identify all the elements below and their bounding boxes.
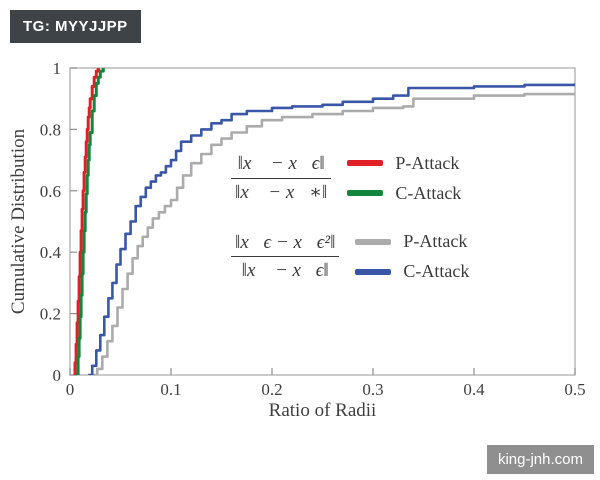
fraction-1-denominator: ‖x⃗ − x⃗∗‖ (235, 181, 328, 203)
series-curve-2 (92, 92, 575, 375)
legend-label: P-Attack (395, 152, 460, 173)
x-tick-label: 0.4 (463, 380, 485, 399)
legend-fraction-1: ‖x⃗ − x⃗ϵ‖ ‖x⃗ − x⃗∗‖ (231, 152, 332, 205)
curves-group (73, 68, 575, 375)
fraction-1-numerator: ‖x⃗ − x⃗ϵ‖ (231, 152, 332, 179)
legend-label: C-Attack (403, 261, 470, 282)
watermark: king-jnh.com (486, 445, 594, 474)
y-tick-label: 0.8 (40, 120, 61, 139)
legend-fraction-2: ‖x⃗ϵ − x⃗ϵ²‖ ‖x⃗ − x⃗ϵ‖ (231, 231, 340, 284)
legend-label: P-Attack (403, 231, 468, 252)
y-tick-label: 0.2 (40, 305, 61, 324)
legend-entry-c-attack-1: C-Attack (347, 183, 461, 204)
y-tick-label: 1 (53, 59, 62, 78)
legend-entries-1: P-Attack C-Attack (347, 153, 461, 204)
x-tick-label: 0.5 (564, 380, 585, 399)
series-curve-1 (76, 68, 105, 375)
series-curve-3 (88, 83, 575, 375)
c-attack-blue-swatch (355, 268, 392, 275)
fraction-2-denominator: ‖x⃗ − x⃗ϵ‖ (241, 260, 329, 282)
legend-entry-p-attack-1: P-Attack (347, 153, 461, 174)
x-tick-label: 0 (66, 380, 75, 399)
c-attack-green-swatch (347, 190, 384, 197)
legend-entry-p-attack-2: P-Attack (355, 231, 469, 252)
x-axis-label: Ratio of Radii (269, 400, 377, 421)
tag-badge: TG: MYYJJPP (10, 10, 141, 43)
y-axis-label: Cumulative Distribution (8, 128, 29, 314)
p-attack-red-swatch (347, 160, 384, 167)
legend-entry-c-attack-2: C-Attack (355, 261, 469, 282)
x-tick-label: 0.1 (160, 380, 181, 399)
x-tick-label: 0.2 (261, 380, 282, 399)
y-tick-label: 0 (53, 366, 62, 385)
legend-group-epsilon-ratio: ‖x⃗ − x⃗ϵ‖ ‖x⃗ − x⃗∗‖ P-Attack C-Attack (231, 152, 469, 205)
plot-legend: ‖x⃗ − x⃗ϵ‖ ‖x⃗ − x⃗∗‖ P-Attack C-Attack … (231, 152, 469, 283)
series-curve-0 (73, 68, 100, 375)
fraction-2-numerator: ‖x⃗ϵ − x⃗ϵ²‖ (231, 231, 340, 258)
y-tick-label: 0.6 (40, 182, 61, 201)
x-tick-label: 0.3 (362, 380, 383, 399)
plot-frame (69, 67, 576, 376)
legend-entries-2: P-Attack C-Attack (355, 231, 469, 282)
y-tick-label: 0.4 (40, 243, 62, 262)
legend-label: C-Attack (395, 182, 462, 203)
p-attack-gray-swatch (355, 238, 392, 245)
legend-group-epsilon2-ratio: ‖x⃗ϵ − x⃗ϵ²‖ ‖x⃗ − x⃗ϵ‖ P-Attack C-Attac… (231, 231, 469, 284)
